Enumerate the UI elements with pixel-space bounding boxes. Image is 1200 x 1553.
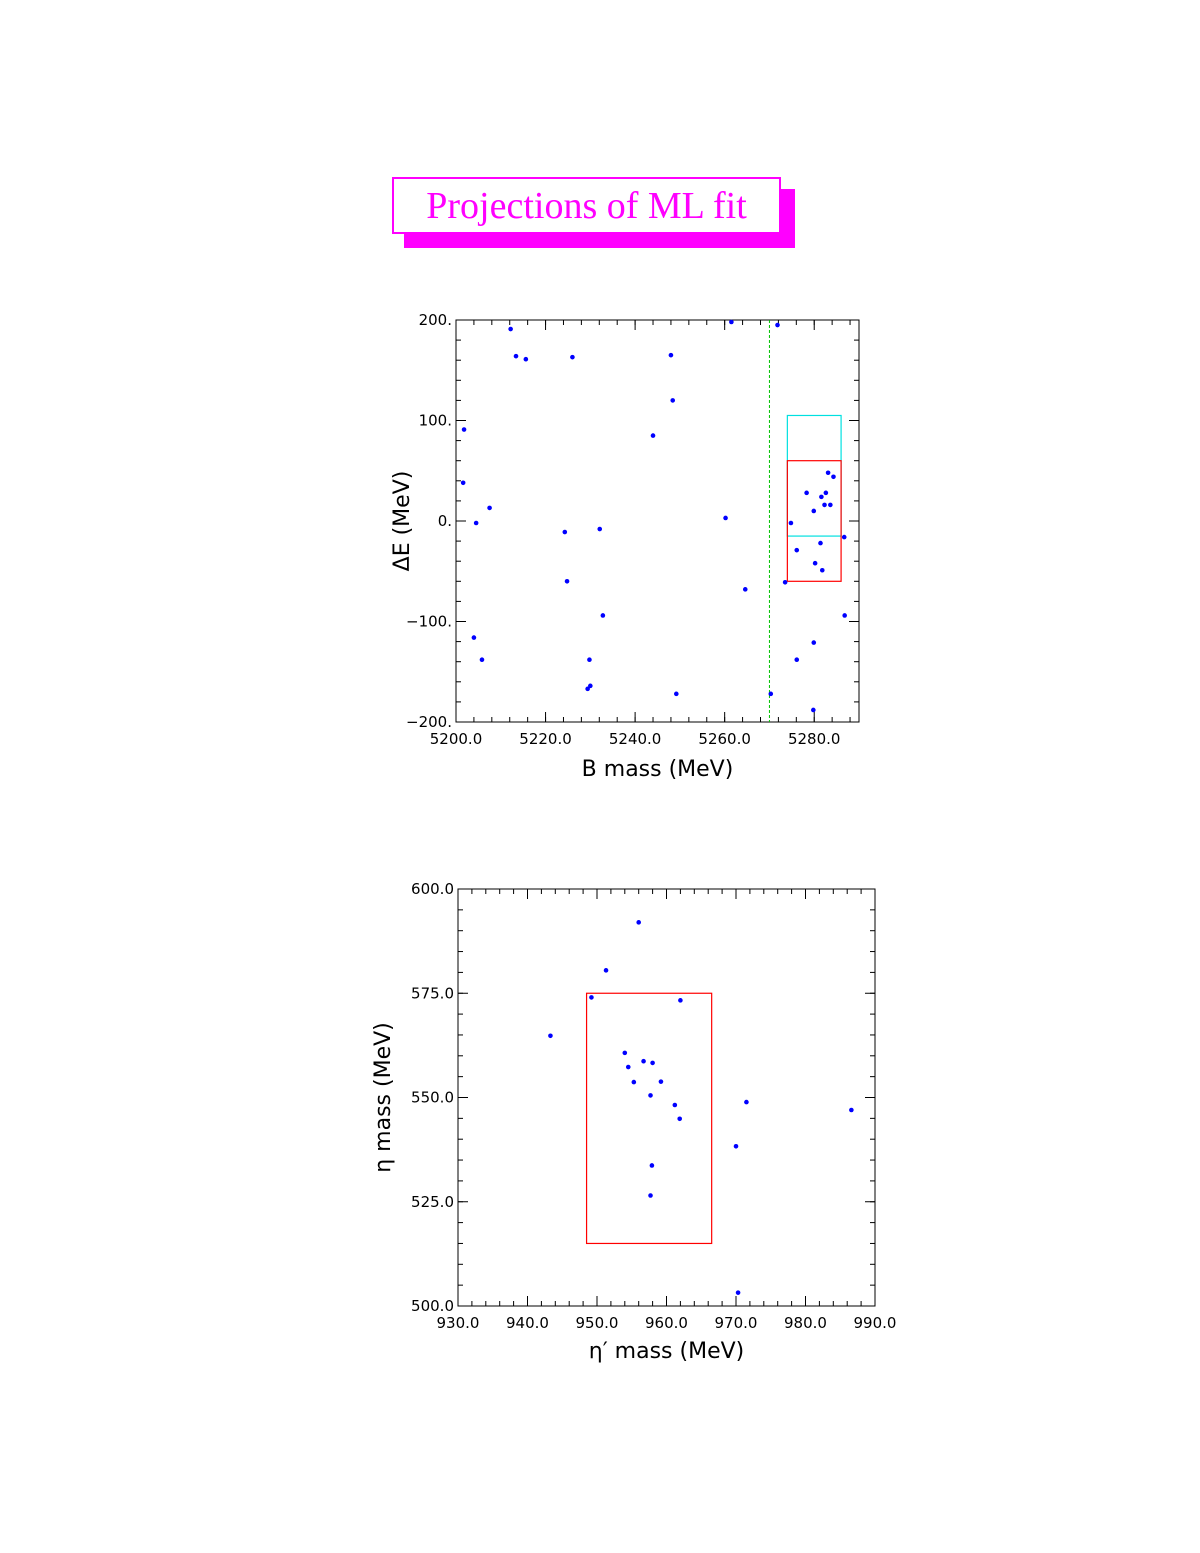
x-tick-label: 980.0 [784,1314,827,1332]
data-point [548,1033,553,1039]
x-axis-title: η′ mass (MeV) [589,1339,745,1364]
data-point [804,490,809,496]
x-tick-label: 950.0 [576,1314,619,1332]
data-point [674,691,679,697]
data-point [641,1058,646,1064]
data-point [588,683,593,689]
y-axis-title: ΔE (MeV) [390,471,415,572]
data-point [622,1050,628,1056]
data-point [775,322,780,328]
data-point [819,567,825,573]
data-point [822,502,827,508]
data-point [742,587,748,592]
x-tick-label: 5200.0 [430,730,483,748]
data-point [650,433,656,438]
x-tick-label: 960.0 [645,1314,688,1332]
data-point [811,707,816,713]
y-tick-label: −200. [406,713,452,731]
y-tick-label: 525.0 [411,1193,454,1211]
data-point [589,995,594,1000]
y-tick-label: 0. [438,512,452,530]
data-point [849,1107,854,1113]
data-point [744,1099,749,1105]
data-point [842,613,847,618]
eta-vs-etaprime-scatter: 930.0 940.0 950.0 960.0 970.0 980.0 990.0 500.0… [371,880,896,1364]
data-point [723,515,728,521]
data-point [487,505,492,511]
data-point [508,326,513,332]
data-point [460,480,466,486]
data-point [597,526,603,532]
signal-region-box [786,460,842,582]
data-point [625,1064,631,1070]
data-point [811,640,817,645]
data-point [733,1143,739,1149]
data-point [587,657,592,662]
data-point [678,998,683,1003]
data-point [828,502,833,508]
y-tick-label: 600.0 [411,880,454,898]
data-point [523,356,529,362]
data-point [823,490,829,496]
data-point [670,398,676,403]
data-point [461,427,467,432]
data-point [677,1116,683,1122]
y-tick-label: −100. [406,613,452,631]
data-point [782,580,788,585]
data-point [648,1093,653,1098]
data-point [564,579,570,584]
data-point [672,1102,678,1108]
data-point [636,920,641,925]
x-tick-label: 5280.0 [788,730,841,748]
de-vs-bmass-scatter: 5200.0 5220.0 5240.0 5260.0 5280.0 −200. −100.… [390,311,860,782]
y-tick-label: 500.0 [411,1297,454,1315]
x-tick-label: 990.0 [854,1314,897,1332]
data-point [585,686,590,692]
x-tick-label: 5260.0 [698,730,751,748]
data-point [735,1290,741,1295]
y-tick-label: 550.0 [411,1089,454,1107]
data-point [603,968,609,973]
y-axis-title: η mass (MeV) [371,1022,396,1173]
data-point [650,1060,655,1066]
data-point [471,635,477,640]
data-point [600,613,606,618]
data-point [513,353,519,359]
data-point [818,540,823,546]
y-tick-label: 575.0 [411,984,454,1002]
x-tick-label: 930.0 [437,1314,480,1332]
data-point [648,1193,653,1198]
data-point [825,470,831,476]
data-point [649,1163,655,1168]
data-point [831,474,836,480]
data-point [473,520,479,526]
y-tick-label: 200. [419,311,452,329]
data-point [812,560,818,566]
signal-region-box [585,992,713,1245]
data-point [794,657,800,662]
data-point [570,354,575,360]
data-point [658,1079,664,1084]
data-point [811,508,817,514]
data-point [668,352,674,358]
x-tick-label: 970.0 [715,1314,758,1332]
data-point [631,1079,637,1085]
x-tick-label: 5220.0 [519,730,572,748]
data-point [841,534,847,540]
data-point [788,520,794,526]
data-point [819,494,824,500]
y-tick-label: 100. [419,412,452,430]
page-title-text: Projections of ML fit [426,184,747,227]
data-point [479,657,485,662]
x-axis-title: B mass (MeV) [582,757,734,782]
data-point [729,319,734,325]
x-tick-label: 5240.0 [609,730,662,748]
x-tick-label: 940.0 [506,1314,549,1332]
data-point [562,529,568,535]
plot-frame [455,319,860,723]
page-title: Projections of ML fit [392,177,781,234]
data-point [794,547,800,553]
data-point [768,691,774,697]
